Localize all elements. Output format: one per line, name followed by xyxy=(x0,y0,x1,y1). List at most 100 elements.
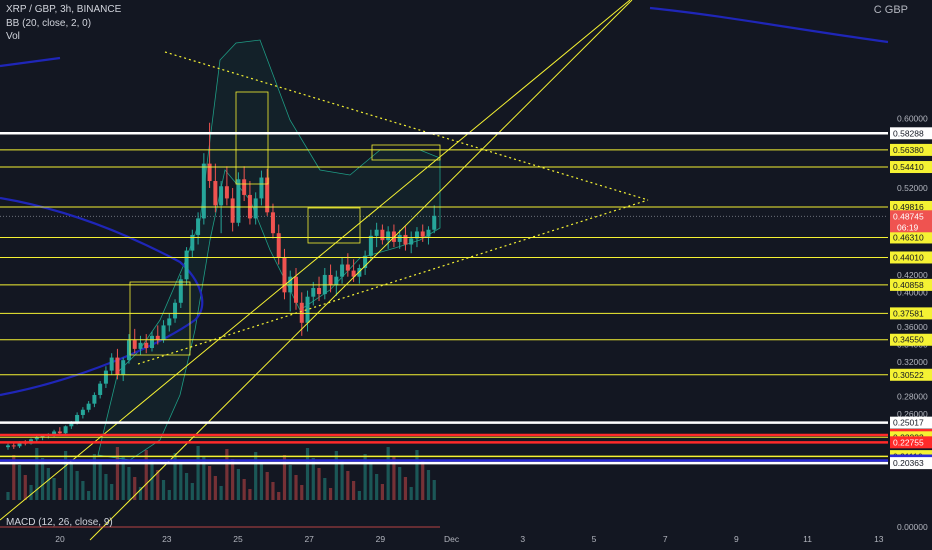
candle-body xyxy=(34,437,39,440)
candle-body xyxy=(126,340,131,361)
volume-bar xyxy=(334,451,338,500)
volume-bar xyxy=(167,490,171,500)
level-tag xyxy=(890,127,932,140)
volume-bar xyxy=(375,474,379,500)
vol-legend[interactable]: Vol xyxy=(6,31,20,42)
volume-bar xyxy=(184,473,189,500)
level-tag-label: 0.37581 xyxy=(893,308,924,318)
volume-bar xyxy=(219,486,223,500)
level-tag xyxy=(890,278,932,291)
candle-body xyxy=(161,325,166,341)
candle-body xyxy=(305,296,310,323)
candle-body xyxy=(270,212,275,234)
level-tag xyxy=(890,307,932,320)
level-tag-label: 0.22755 xyxy=(893,437,924,447)
volume-bar xyxy=(208,466,212,500)
range-box xyxy=(235,91,269,185)
volume-bar xyxy=(17,465,22,500)
volume-bar xyxy=(328,488,333,500)
candle-body xyxy=(351,270,356,277)
candle-body xyxy=(345,264,350,271)
candle-body xyxy=(75,414,80,423)
level-tag-label: 0.46310 xyxy=(893,232,924,242)
volume-bar xyxy=(202,456,206,500)
candle-body xyxy=(80,409,85,415)
volume-bar xyxy=(254,452,258,500)
volume-bar xyxy=(110,484,114,500)
channel-lower-line xyxy=(89,0,633,541)
volume-bar xyxy=(87,491,91,500)
candle-body xyxy=(224,186,229,199)
candle-body xyxy=(138,342,143,349)
macd-legend[interactable]: MACD (12, 26, close, 9) xyxy=(6,517,113,528)
candle-body xyxy=(196,218,201,235)
level-tag xyxy=(890,200,932,213)
bb-legend[interactable]: BB (20, close, 2, 0) xyxy=(6,18,92,29)
volume-bar xyxy=(432,480,436,500)
candle-body xyxy=(380,229,385,241)
range-box xyxy=(371,144,441,161)
candle-body xyxy=(121,360,126,375)
volume-bar xyxy=(426,470,431,500)
volume-bar xyxy=(346,471,350,500)
candle-body xyxy=(150,335,154,349)
y-tick-label: 0.26000 xyxy=(897,409,928,419)
symbol-legend[interactable]: XRP / GBP, 3h, BINANCE xyxy=(6,4,122,15)
volume-bar xyxy=(52,478,56,500)
candle-body xyxy=(40,435,45,438)
candle-body xyxy=(299,302,304,323)
candle-body xyxy=(311,287,316,297)
volume-bar xyxy=(288,465,292,500)
volume-bar xyxy=(173,453,177,500)
volume-bar xyxy=(46,468,50,500)
candle-body xyxy=(144,342,149,349)
x-tick-label: 5 xyxy=(592,534,597,544)
range-box xyxy=(307,207,361,244)
candle-body xyxy=(276,233,281,258)
level-tag xyxy=(890,251,932,264)
volume-bar xyxy=(311,458,315,500)
volume-bar xyxy=(92,454,96,500)
volume-bar xyxy=(127,467,131,500)
volume-bar xyxy=(40,458,45,500)
candle-body xyxy=(236,179,241,223)
x-tick-label: 7 xyxy=(663,534,668,544)
candle-body xyxy=(132,340,137,349)
volume-bar xyxy=(29,485,33,500)
volume-bar xyxy=(23,475,27,500)
volume-bar xyxy=(138,487,143,500)
candle-body xyxy=(178,279,183,303)
level-tag-label: 0.44010 xyxy=(893,252,924,262)
x-tick-label: 13 xyxy=(874,534,884,544)
volume-bar xyxy=(64,451,68,500)
x-tick-label: 29 xyxy=(376,534,386,544)
current-price-tag xyxy=(890,210,932,233)
volume-bar xyxy=(115,447,120,500)
volume-bar xyxy=(81,481,85,500)
candle-body xyxy=(386,231,391,241)
candle-body xyxy=(103,370,108,384)
candle-body xyxy=(213,181,218,206)
level-tag-label: 0.58288 xyxy=(893,128,924,138)
level-tag-label: 0.34550 xyxy=(893,335,924,345)
level-tag xyxy=(890,161,932,174)
candle-body xyxy=(265,177,270,213)
candle-body xyxy=(340,264,345,277)
currency-label[interactable]: C GBP xyxy=(873,4,908,16)
volume-bar xyxy=(421,460,425,500)
candle-body xyxy=(357,267,362,277)
level-tag xyxy=(890,368,932,381)
volume-bar xyxy=(196,446,200,500)
volume-bar xyxy=(12,455,16,500)
candle-body xyxy=(207,163,212,182)
volume-bar xyxy=(282,455,287,500)
candle-body xyxy=(63,426,68,434)
volume-bar xyxy=(363,454,367,500)
x-tick-label: 23 xyxy=(162,534,172,544)
candle-body xyxy=(253,198,258,219)
x-tick-label: 11 xyxy=(803,534,812,544)
candle-body xyxy=(219,186,224,206)
volume-bar xyxy=(386,447,390,500)
candle-body xyxy=(190,234,195,251)
